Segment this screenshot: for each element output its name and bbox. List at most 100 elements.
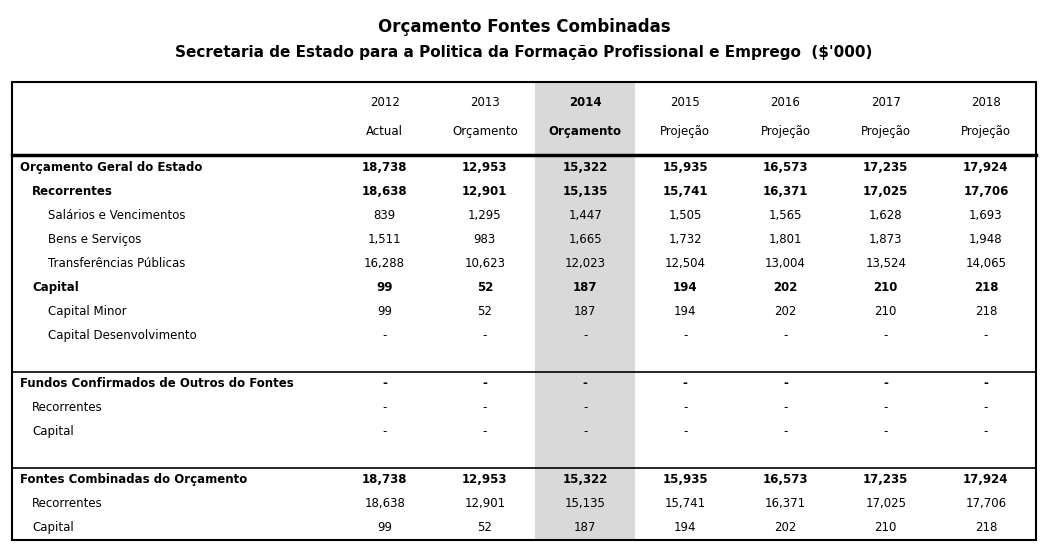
Text: 14,065: 14,065 [965,257,1006,270]
Text: 17,706: 17,706 [965,497,1006,511]
Text: 17,025: 17,025 [863,184,909,198]
Text: Recorrentes: Recorrentes [32,497,103,511]
Text: Bens e Serviços: Bens e Serviços [48,233,141,246]
Text: 13,004: 13,004 [765,257,806,270]
Text: 202: 202 [773,281,798,294]
Text: 12,953: 12,953 [462,474,507,486]
Text: -: - [383,425,387,438]
Text: 1,732: 1,732 [669,233,702,246]
Text: 99: 99 [377,522,392,534]
Text: 15,322: 15,322 [563,161,608,173]
Text: 18,738: 18,738 [362,161,408,173]
Text: 1,628: 1,628 [869,209,902,222]
Text: 18,638: 18,638 [362,184,408,198]
Text: 52: 52 [478,522,493,534]
Text: -: - [383,377,387,390]
Text: -: - [683,329,687,342]
Text: Capital: Capital [32,281,79,294]
Text: 2018: 2018 [971,96,1001,109]
Text: Capital Minor: Capital Minor [48,305,127,318]
Text: 2015: 2015 [671,96,700,109]
Text: Fontes Combinadas do Orçamento: Fontes Combinadas do Orçamento [20,474,247,486]
Text: -: - [783,425,788,438]
Text: 18,738: 18,738 [362,474,408,486]
Text: 1,505: 1,505 [669,209,702,222]
Text: 15,135: 15,135 [563,184,608,198]
Text: Projeção: Projeção [961,125,1011,138]
Text: -: - [883,329,888,342]
Text: -: - [883,401,888,414]
Text: 12,504: 12,504 [664,257,705,270]
Text: 210: 210 [874,305,897,318]
Text: 12,953: 12,953 [462,161,507,173]
Text: -: - [883,425,888,438]
Text: 15,741: 15,741 [664,497,706,511]
Text: 15,935: 15,935 [662,474,708,486]
Text: 99: 99 [377,305,392,318]
Text: 10,623: 10,623 [464,257,505,270]
Text: 218: 218 [974,281,998,294]
Text: -: - [783,329,788,342]
Text: 202: 202 [774,305,796,318]
Text: 1,665: 1,665 [568,233,602,246]
Text: 16,371: 16,371 [763,184,808,198]
Text: 210: 210 [874,522,897,534]
Text: 12,901: 12,901 [462,184,507,198]
Text: Secretaria de Estado para a Politica da Formação Profissional e Emprego  ($'000): Secretaria de Estado para a Politica da … [175,45,873,60]
Text: 16,288: 16,288 [364,257,406,270]
Text: 218: 218 [975,522,997,534]
Text: 17,235: 17,235 [863,474,909,486]
Text: -: - [683,377,687,390]
Text: Orçamento Fontes Combinadas: Orçamento Fontes Combinadas [377,18,671,36]
Text: -: - [783,401,788,414]
Text: 1,565: 1,565 [769,209,802,222]
Text: 194: 194 [674,522,697,534]
Text: 16,573: 16,573 [763,161,808,173]
Text: 1,801: 1,801 [769,233,802,246]
Text: Orçamento Geral do Estado: Orçamento Geral do Estado [20,161,202,173]
Text: 839: 839 [373,209,396,222]
Text: 2014: 2014 [569,96,602,109]
Text: Projeção: Projeção [660,125,711,138]
Text: 52: 52 [478,305,493,318]
Text: 17,924: 17,924 [963,161,1008,173]
Text: -: - [984,425,988,438]
Text: 52: 52 [477,281,493,294]
Text: Orçamento: Orçamento [452,125,518,138]
Text: -: - [683,401,687,414]
Text: 218: 218 [975,305,997,318]
Text: Recorrentes: Recorrentes [32,184,113,198]
Text: -: - [583,425,587,438]
Bar [534,82,635,540]
Text: 2017: 2017 [871,96,900,109]
Text: 2013: 2013 [470,96,500,109]
Text: -: - [984,329,988,342]
Text: -: - [383,401,387,414]
Text: 1,693: 1,693 [969,209,1003,222]
Text: Capital: Capital [32,522,73,534]
Text: -: - [383,329,387,342]
Text: 15,135: 15,135 [565,497,606,511]
Text: -: - [984,401,988,414]
Text: -: - [683,425,687,438]
Text: 1,447: 1,447 [568,209,602,222]
Text: Transferências Públicas: Transferências Públicas [48,257,185,270]
Text: 17,235: 17,235 [863,161,909,173]
Text: 210: 210 [873,281,898,294]
Text: 1,873: 1,873 [869,233,902,246]
Text: -: - [583,377,588,390]
Text: 194: 194 [673,281,698,294]
Text: Projeção: Projeção [761,125,810,138]
Text: 1,295: 1,295 [468,209,502,222]
Text: 15,935: 15,935 [662,161,708,173]
Text: 16,573: 16,573 [763,474,808,486]
Text: Capital Desenvolvimento: Capital Desenvolvimento [48,329,197,342]
Text: Capital: Capital [32,425,73,438]
Text: 187: 187 [574,305,596,318]
Text: Actual: Actual [366,125,403,138]
Text: 2016: 2016 [770,96,801,109]
Text: 12,023: 12,023 [565,257,606,270]
Text: 202: 202 [774,522,796,534]
Text: -: - [483,329,487,342]
Text: Salários e Vencimentos: Salários e Vencimentos [48,209,185,222]
